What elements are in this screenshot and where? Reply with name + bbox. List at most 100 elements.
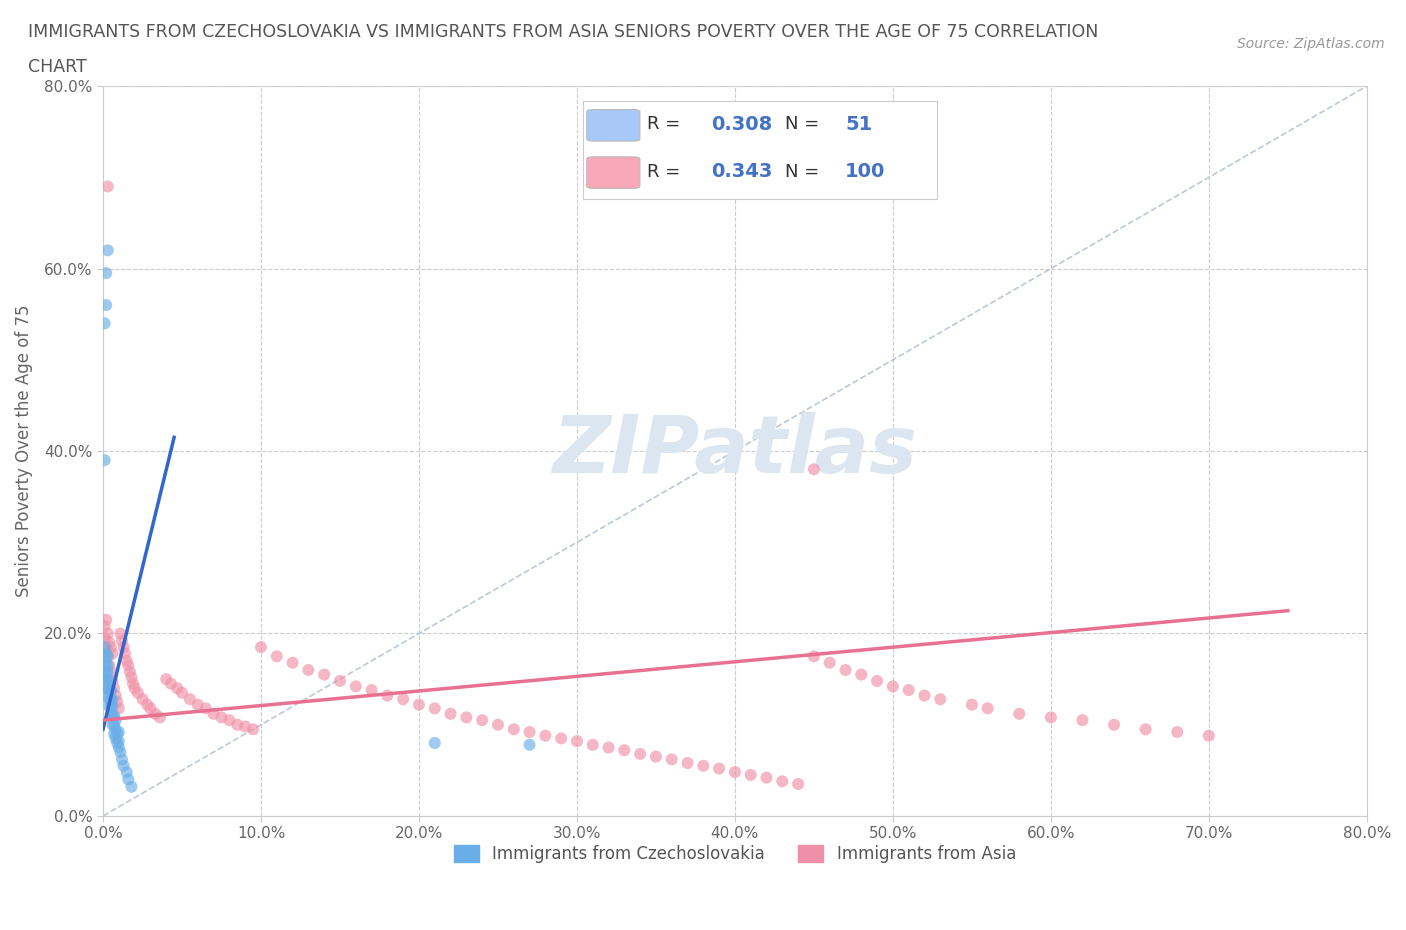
- Point: [100, 692, 122, 707]
- Point: [136, 698, 159, 712]
- Point: [104, 688, 127, 703]
- Point: [377, 688, 399, 703]
- Point: [502, 722, 524, 737]
- Point: [121, 779, 143, 794]
- Point: [143, 707, 166, 722]
- Point: [598, 740, 620, 755]
- Point: [565, 734, 588, 749]
- Point: [149, 710, 172, 724]
- Point: [360, 683, 382, 698]
- Point: [423, 701, 446, 716]
- Point: [661, 752, 683, 767]
- Point: [96, 298, 118, 312]
- Point: [170, 685, 193, 700]
- Point: [724, 764, 747, 779]
- Point: [314, 667, 336, 682]
- Point: [110, 745, 132, 760]
- Point: [124, 681, 146, 696]
- Point: [1166, 724, 1188, 739]
- Point: [111, 752, 134, 767]
- Text: Source: ZipAtlas.com: Source: ZipAtlas.com: [1237, 37, 1385, 51]
- Point: [100, 708, 122, 723]
- Point: [1198, 728, 1220, 743]
- Point: [423, 736, 446, 751]
- Point: [250, 640, 273, 655]
- Point: [108, 724, 131, 739]
- Point: [97, 243, 120, 258]
- Point: [155, 671, 177, 686]
- Point: [105, 736, 128, 751]
- Point: [105, 695, 128, 710]
- Point: [115, 764, 138, 779]
- Point: [96, 646, 118, 661]
- Point: [787, 777, 810, 791]
- Point: [117, 772, 139, 787]
- Point: [866, 673, 889, 688]
- Point: [97, 683, 120, 698]
- Point: [139, 701, 162, 716]
- Point: [613, 743, 636, 758]
- Point: [1039, 710, 1062, 724]
- Y-axis label: Seniors Poverty Over the Age of 75: Seniors Poverty Over the Age of 75: [15, 305, 32, 597]
- Point: [112, 758, 135, 773]
- Point: [1102, 717, 1125, 732]
- Point: [160, 676, 183, 691]
- Point: [131, 692, 153, 707]
- Point: [194, 701, 217, 716]
- Point: [97, 673, 120, 688]
- Point: [226, 717, 249, 732]
- Point: [233, 719, 256, 734]
- Point: [344, 679, 367, 694]
- Point: [103, 717, 125, 732]
- Point: [93, 631, 115, 645]
- Point: [218, 712, 240, 727]
- Point: [692, 758, 714, 773]
- Point: [98, 683, 121, 698]
- Point: [519, 737, 541, 752]
- Point: [179, 692, 201, 707]
- Point: [97, 690, 120, 705]
- Point: [329, 673, 352, 688]
- Point: [486, 717, 509, 732]
- Point: [108, 701, 131, 716]
- Point: [803, 649, 825, 664]
- Point: [392, 692, 415, 707]
- Text: IMMIGRANTS FROM CZECHOSLOVAKIA VS IMMIGRANTS FROM ASIA SENIORS POVERTY OVER THE : IMMIGRANTS FROM CZECHOSLOVAKIA VS IMMIGR…: [28, 23, 1098, 41]
- Point: [740, 767, 762, 782]
- Point: [851, 667, 873, 682]
- Point: [519, 724, 541, 739]
- Point: [534, 728, 557, 743]
- Point: [122, 676, 145, 691]
- Point: [93, 453, 115, 468]
- Point: [101, 673, 124, 688]
- Point: [1135, 722, 1157, 737]
- Point: [93, 316, 115, 331]
- Point: [98, 658, 121, 673]
- Point: [96, 664, 118, 679]
- Text: ZIPatlas: ZIPatlas: [553, 412, 918, 490]
- Point: [93, 640, 115, 655]
- Point: [108, 734, 131, 749]
- Point: [100, 683, 122, 698]
- Point: [96, 671, 118, 686]
- Point: [1008, 707, 1031, 722]
- Legend: Immigrants from Czechoslovakia, Immigrants from Asia: Immigrants from Czechoslovakia, Immigran…: [447, 838, 1022, 870]
- Point: [929, 692, 952, 707]
- Point: [97, 658, 120, 673]
- Point: [97, 649, 120, 664]
- Point: [976, 701, 998, 716]
- Point: [117, 658, 139, 673]
- Point: [93, 667, 115, 682]
- Point: [960, 698, 983, 712]
- Point: [676, 755, 699, 770]
- Point: [110, 626, 132, 641]
- Point: [803, 462, 825, 477]
- Point: [101, 646, 124, 661]
- Point: [707, 761, 730, 776]
- Point: [105, 726, 128, 741]
- Point: [101, 692, 124, 707]
- Point: [101, 699, 124, 714]
- Point: [266, 649, 288, 664]
- Point: [96, 681, 118, 696]
- Point: [96, 656, 118, 671]
